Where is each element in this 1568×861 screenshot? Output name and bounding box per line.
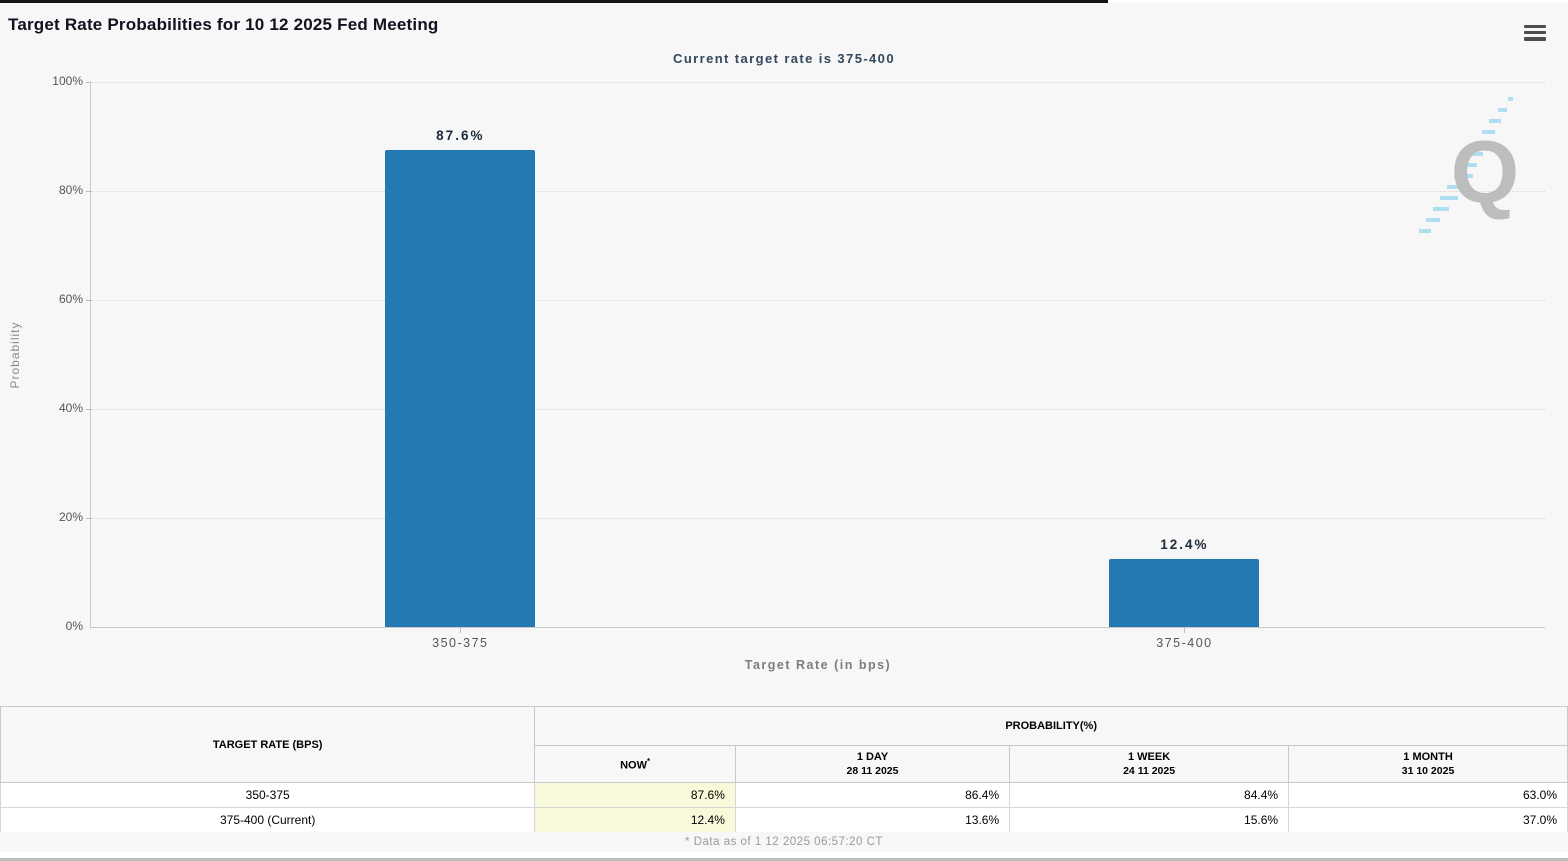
data-as-of-footnote: * Data as of 1 12 2025 06:57:20 CT [0, 832, 1568, 852]
1-day-probability-cell: 13.6% [734, 807, 1011, 833]
gridline-80 [91, 191, 1545, 192]
y-tickmark [86, 191, 91, 192]
col-header-target-rate: TARGET RATE (BPS) [0, 706, 536, 783]
page-title: Target Rate Probabilities for 10 12 2025… [8, 15, 439, 34]
bar-group-375-400: 12.4% [1109, 82, 1260, 627]
bottom-border-line [0, 858, 1568, 861]
1-month-probability-cell: 63.0% [1288, 782, 1568, 808]
col-header-1-week: 1 WEEK 24 11 2025 [1009, 745, 1290, 783]
y-tick-80: 80% [58, 183, 83, 197]
rate-cell: 375-400 (Current) [0, 807, 536, 833]
bar-value-label: 87.6% [436, 127, 485, 143]
watermark-letter: Q [1451, 122, 1519, 221]
y-tickmark [86, 300, 91, 301]
chart-panel: Target Rate Probabilities for 10 12 2025… [0, 3, 1568, 706]
bar[interactable] [385, 149, 536, 627]
y-tick-60: 60% [58, 292, 83, 306]
x-tickmark [460, 627, 462, 633]
gridline-100 [91, 82, 1545, 83]
now-probability-cell: 87.6% [534, 782, 736, 808]
1-week-probability-cell: 15.6% [1009, 807, 1290, 833]
y-axis-title: Probability [8, 320, 22, 389]
plot-area: 100% 80% 60% 40% 20% 0% 87.6% 12.4% 350-… [8, 74, 1545, 672]
x-tick-350-375: 350-375 [432, 636, 489, 650]
1-day-date: 28 11 2025 [846, 765, 899, 777]
col-header-probability-group: PROBABILITY(%) [534, 706, 1568, 746]
y-tickmark [86, 409, 91, 410]
probability-table: TARGET RATE (BPS) PROBABILITY(%) NOW* 1 … [0, 706, 1568, 833]
x-tick-375-400: 375-400 [1156, 636, 1213, 650]
hamburger-bar [1524, 37, 1546, 41]
1-week-date: 24 11 2025 [1123, 765, 1176, 777]
1-month-probability-cell: 37.0% [1288, 807, 1568, 833]
bar-group-350-375: 87.6% [385, 82, 536, 627]
top-border-strip [0, 0, 1108, 3]
now-probability-cell: 12.4% [534, 807, 736, 833]
1-week-label: 1 WEEK [1127, 751, 1171, 763]
gridline-40 [91, 409, 1545, 410]
y-tick-40: 40% [58, 401, 83, 415]
col-header-1-month: 1 MONTH 31 10 2025 [1288, 745, 1568, 783]
1-week-probability-cell: 84.4% [1009, 782, 1290, 808]
col-header-now: NOW* [534, 745, 736, 783]
bar-value-label: 12.4% [1160, 537, 1209, 553]
y-tick-100: 100% [52, 74, 83, 88]
y-tickmark [86, 82, 91, 83]
y-tickmark [86, 518, 91, 519]
1-month-label: 1 MONTH [1403, 751, 1453, 763]
quikstrike-q-watermark-logo: Q [1413, 90, 1543, 240]
hamburger-bar [1524, 31, 1546, 35]
x-axis-title: Target Rate (in bps) [744, 658, 892, 672]
x-tickmark [1184, 627, 1186, 633]
1-month-date: 31 10 2025 [1401, 765, 1455, 777]
now-label: NOW [620, 759, 647, 772]
gridline-60 [91, 300, 1545, 301]
col-header-1-day: 1 DAY 28 11 2025 [734, 745, 1011, 783]
bar[interactable] [1109, 559, 1260, 627]
1-day-label: 1 DAY [856, 751, 889, 763]
rate-cell: 350-375 [0, 782, 536, 808]
hamburger-menu-icon[interactable] [1524, 25, 1546, 43]
y-tick-0: 0% [65, 619, 83, 633]
1-day-probability-cell: 86.4% [734, 782, 1011, 808]
table-row-350-375: 350-375 87.6% 86.4% 84.4% 63.0% [0, 782, 1568, 808]
y-tick-20: 20% [58, 510, 83, 524]
hamburger-bar [1524, 25, 1546, 29]
chart-subtitle: Current target rate is 375-400 [673, 51, 895, 66]
gridline-20 [91, 518, 1545, 519]
now-asterisk: * [647, 756, 651, 766]
table-row-375-400-current: 375-400 (Current) 12.4% 13.6% 15.6% 37.0… [0, 807, 1568, 833]
